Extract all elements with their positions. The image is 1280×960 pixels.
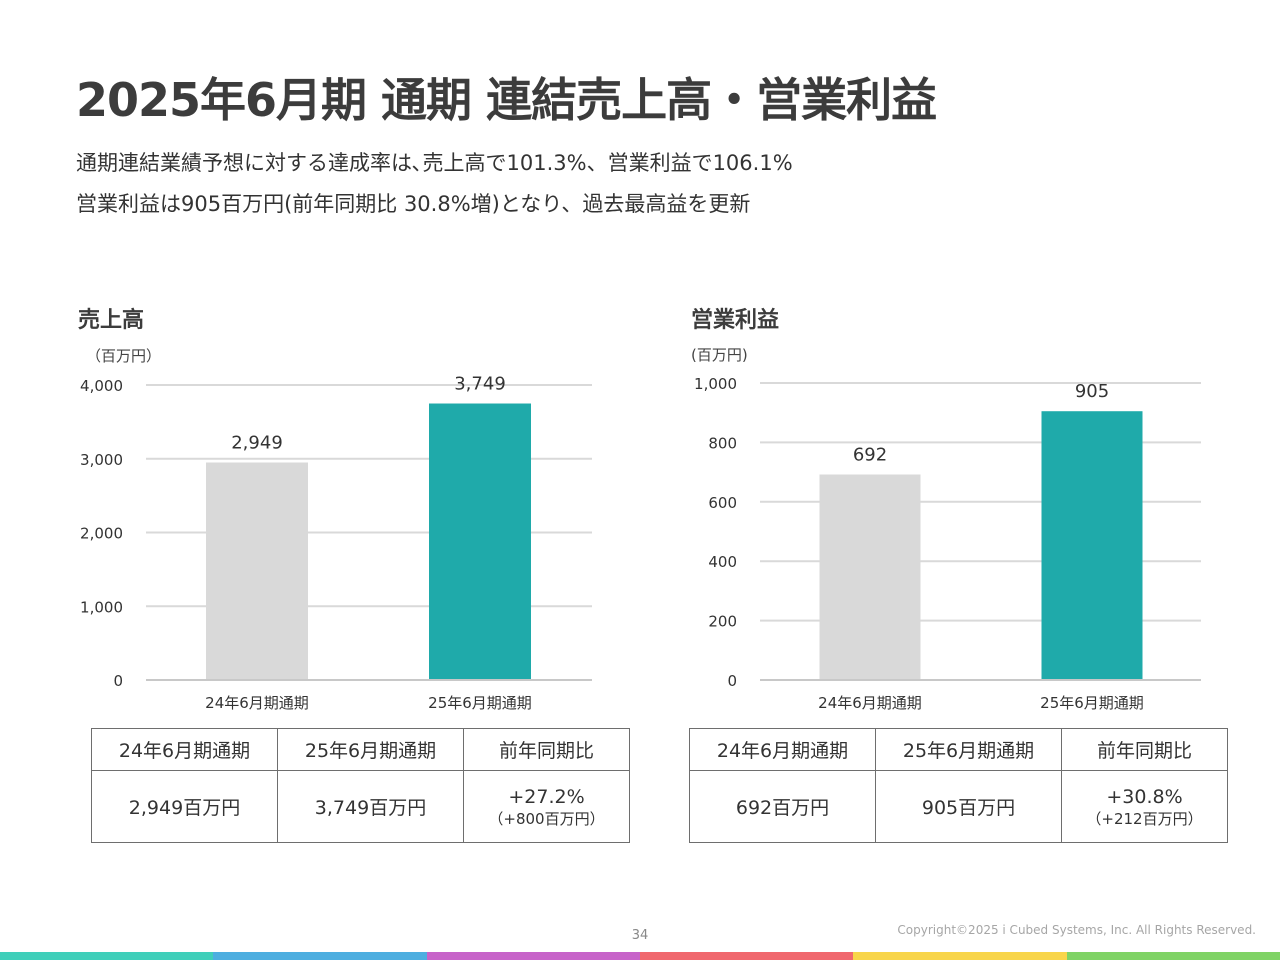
y-axis-unit-label: (百万円) xyxy=(691,346,748,364)
table-row: 692百万円 905百万円 +30.8% （+212百万円） xyxy=(689,770,1228,843)
y-tick-label: 600 xyxy=(708,494,737,512)
y-tick-label: 0 xyxy=(727,672,737,690)
sales-chart-title: 売上高 xyxy=(78,308,145,333)
page-number: 34 xyxy=(631,928,649,943)
header-curr-period: 25年6月期通期 xyxy=(875,728,1062,771)
x-category-label: 25年6月期通期 xyxy=(428,694,532,712)
bar xyxy=(206,462,308,680)
table-row: 2,949百万円 3,749百万円 +27.2% （+800百万円） xyxy=(91,770,630,843)
header-prev-period: 24年6月期通期 xyxy=(689,728,876,771)
sales-prev-value: 2,949百万円 xyxy=(91,770,278,843)
header-prev-period: 24年6月期通期 xyxy=(91,728,278,771)
y-tick-label: 3,000 xyxy=(80,451,123,469)
table-header-row: 24年6月期通期 25年6月期通期 前年同期比 xyxy=(689,728,1228,771)
header-curr-period: 25年6月期通期 xyxy=(277,728,464,771)
sales-yoy-percent: +27.2% xyxy=(508,785,585,808)
summary-line-2: 営業利益は905百万円(前年同期比 30.8%増)となり、過去最高益を更新 xyxy=(76,192,751,216)
profit-curr-value: 905百万円 xyxy=(875,770,1062,843)
bar-value-label: 2,949 xyxy=(231,433,283,454)
y-tick-label: 400 xyxy=(708,553,737,571)
sales-curr-value: 3,749百万円 xyxy=(277,770,464,843)
y-tick-label: 4,000 xyxy=(80,377,123,395)
y-tick-label: 1,000 xyxy=(80,598,123,616)
copyright-notice: Copyright©2025 i Cubed Systems, Inc. All… xyxy=(897,923,1256,937)
sales-bar-chart: （百万円） 0 1,000 2,000 3,000 4,000 2,949 24年6月期通期 3… xyxy=(80,347,592,712)
profit-prev-value: 692百万円 xyxy=(689,770,876,843)
profit-yoy-diff: （+212百万円） xyxy=(1086,809,1203,828)
bar-value-label: 905 xyxy=(1075,381,1109,402)
footer-color-segment xyxy=(639,952,854,960)
y-tick-label: 0 xyxy=(113,672,123,690)
x-category-label: 24年6月期通期 xyxy=(818,694,922,712)
footer-color-segment xyxy=(853,952,1067,960)
sales-summary-table: 24年6月期通期 25年6月期通期 前年同期比 2,949百万円 3,749百万… xyxy=(91,728,630,843)
sales-yoy-diff: （+800百万円） xyxy=(488,809,605,828)
y-axis-unit-label: （百万円） xyxy=(86,347,161,365)
y-tick-label: 200 xyxy=(708,613,737,631)
summary-line-1: 通期連結業績予想に対する達成率は､売上高で101.3%、営業利益で106.1% xyxy=(76,151,793,175)
footer-color-segment xyxy=(1066,952,1280,960)
page-title: 2025年6月期 通期 連結売上高・営業利益 xyxy=(76,73,937,127)
bar-value-label: 692 xyxy=(853,444,887,465)
footer-color-segment xyxy=(426,952,640,960)
profit-summary-table: 24年6月期通期 25年6月期通期 前年同期比 692百万円 905百万円 +3… xyxy=(689,728,1228,843)
bar-value-label: 3,749 xyxy=(454,374,506,395)
profit-chart-title: 営業利益 xyxy=(691,308,780,333)
profit-bar-chart: (百万円) 0 200 400 600 800 1,000 692 24年6月期通期 905 25年… xyxy=(691,346,1201,712)
header-yoy: 前年同期比 xyxy=(463,728,630,771)
profit-yoy-percent: +30.8% xyxy=(1106,785,1183,808)
sales-yoy-cell: +27.2% （+800百万円） xyxy=(463,770,630,843)
profit-yoy-cell: +30.8% （+212百万円） xyxy=(1061,770,1228,843)
bar xyxy=(429,403,531,680)
x-category-label: 25年6月期通期 xyxy=(1040,694,1144,712)
footer-color-bar xyxy=(0,952,1280,960)
y-tick-label: 1,000 xyxy=(694,375,737,393)
footer-color-segment xyxy=(213,952,427,960)
bar xyxy=(1041,411,1143,680)
bar xyxy=(819,474,921,680)
header-yoy: 前年同期比 xyxy=(1061,728,1228,771)
y-tick-label: 800 xyxy=(708,434,737,452)
footer-color-segment xyxy=(0,952,214,960)
y-tick-label: 2,000 xyxy=(80,525,123,543)
x-category-label: 24年6月期通期 xyxy=(205,694,309,712)
table-header-row: 24年6月期通期 25年6月期通期 前年同期比 xyxy=(91,728,630,771)
